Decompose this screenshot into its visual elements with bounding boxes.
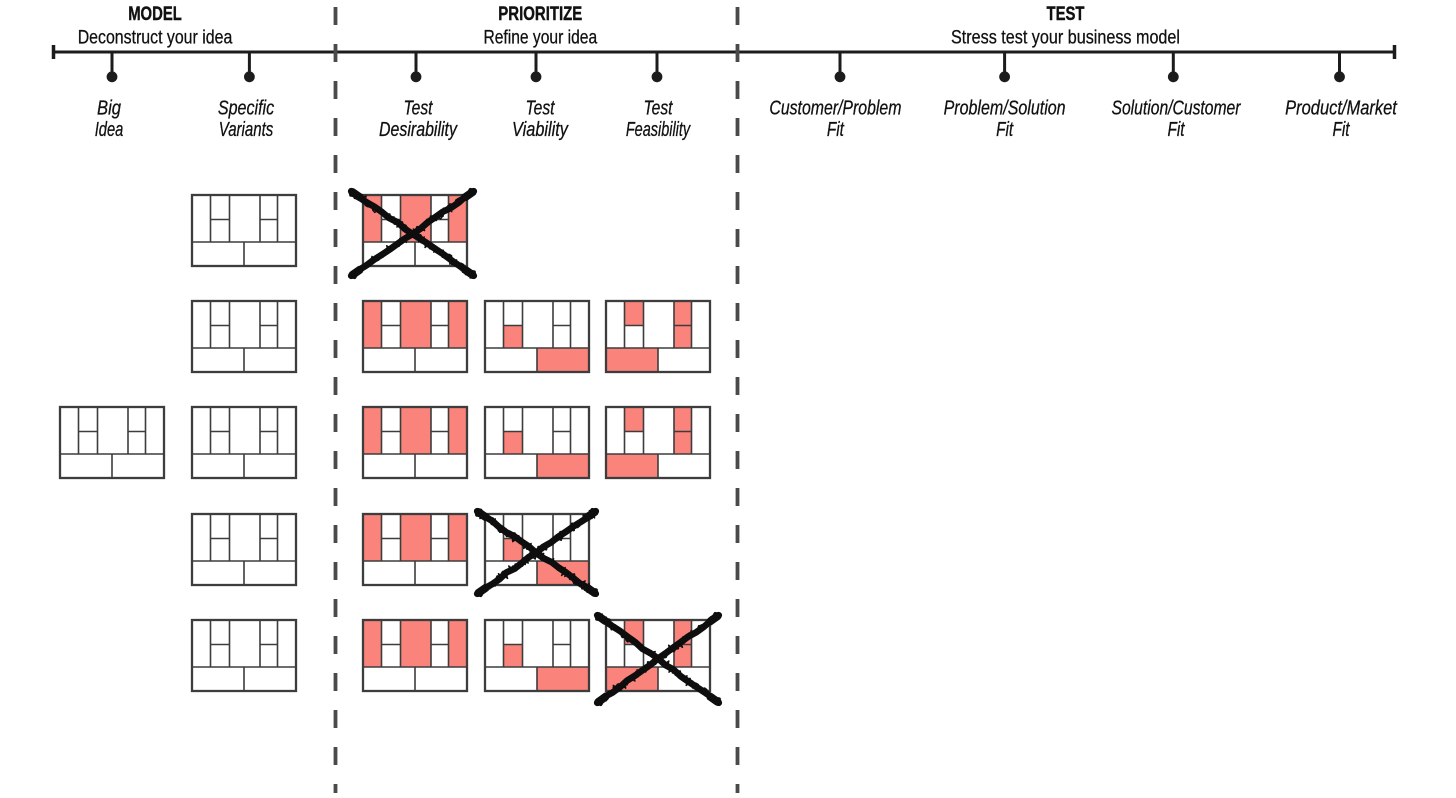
svg-text:Variants: Variants	[219, 119, 274, 141]
svg-text:Product/Market: Product/Market	[1285, 97, 1398, 119]
svg-text:Fit: Fit	[1333, 119, 1351, 141]
svg-text:Viability: Viability	[512, 119, 569, 141]
svg-text:Problem/Solution: Problem/Solution	[944, 97, 1066, 119]
svg-text:Fit: Fit	[996, 119, 1014, 141]
svg-text:Customer/Problem: Customer/Problem	[769, 97, 901, 119]
svg-text:MODEL: MODEL	[128, 4, 182, 25]
svg-text:Feasibility: Feasibility	[626, 119, 691, 141]
svg-text:Deconstruct your idea: Deconstruct your idea	[78, 28, 233, 49]
svg-text:Specific: Specific	[218, 97, 274, 119]
svg-text:TEST: TEST	[1047, 4, 1085, 25]
svg-text:Stress test your business mode: Stress test your business model	[951, 28, 1180, 49]
svg-text:Test: Test	[644, 97, 674, 119]
svg-text:Solution/Customer: Solution/Customer	[1112, 97, 1242, 119]
svg-text:Test: Test	[404, 97, 434, 119]
svg-text:Fit: Fit	[1168, 119, 1186, 141]
svg-text:Refine your idea: Refine your idea	[483, 28, 597, 49]
svg-text:Idea: Idea	[95, 119, 124, 141]
svg-text:Big: Big	[97, 97, 121, 119]
svg-text:Test: Test	[526, 97, 556, 119]
svg-text:Fit: Fit	[827, 119, 845, 141]
svg-text:Desirability: Desirability	[379, 119, 458, 141]
svg-text:PRIORITIZE: PRIORITIZE	[498, 4, 582, 25]
